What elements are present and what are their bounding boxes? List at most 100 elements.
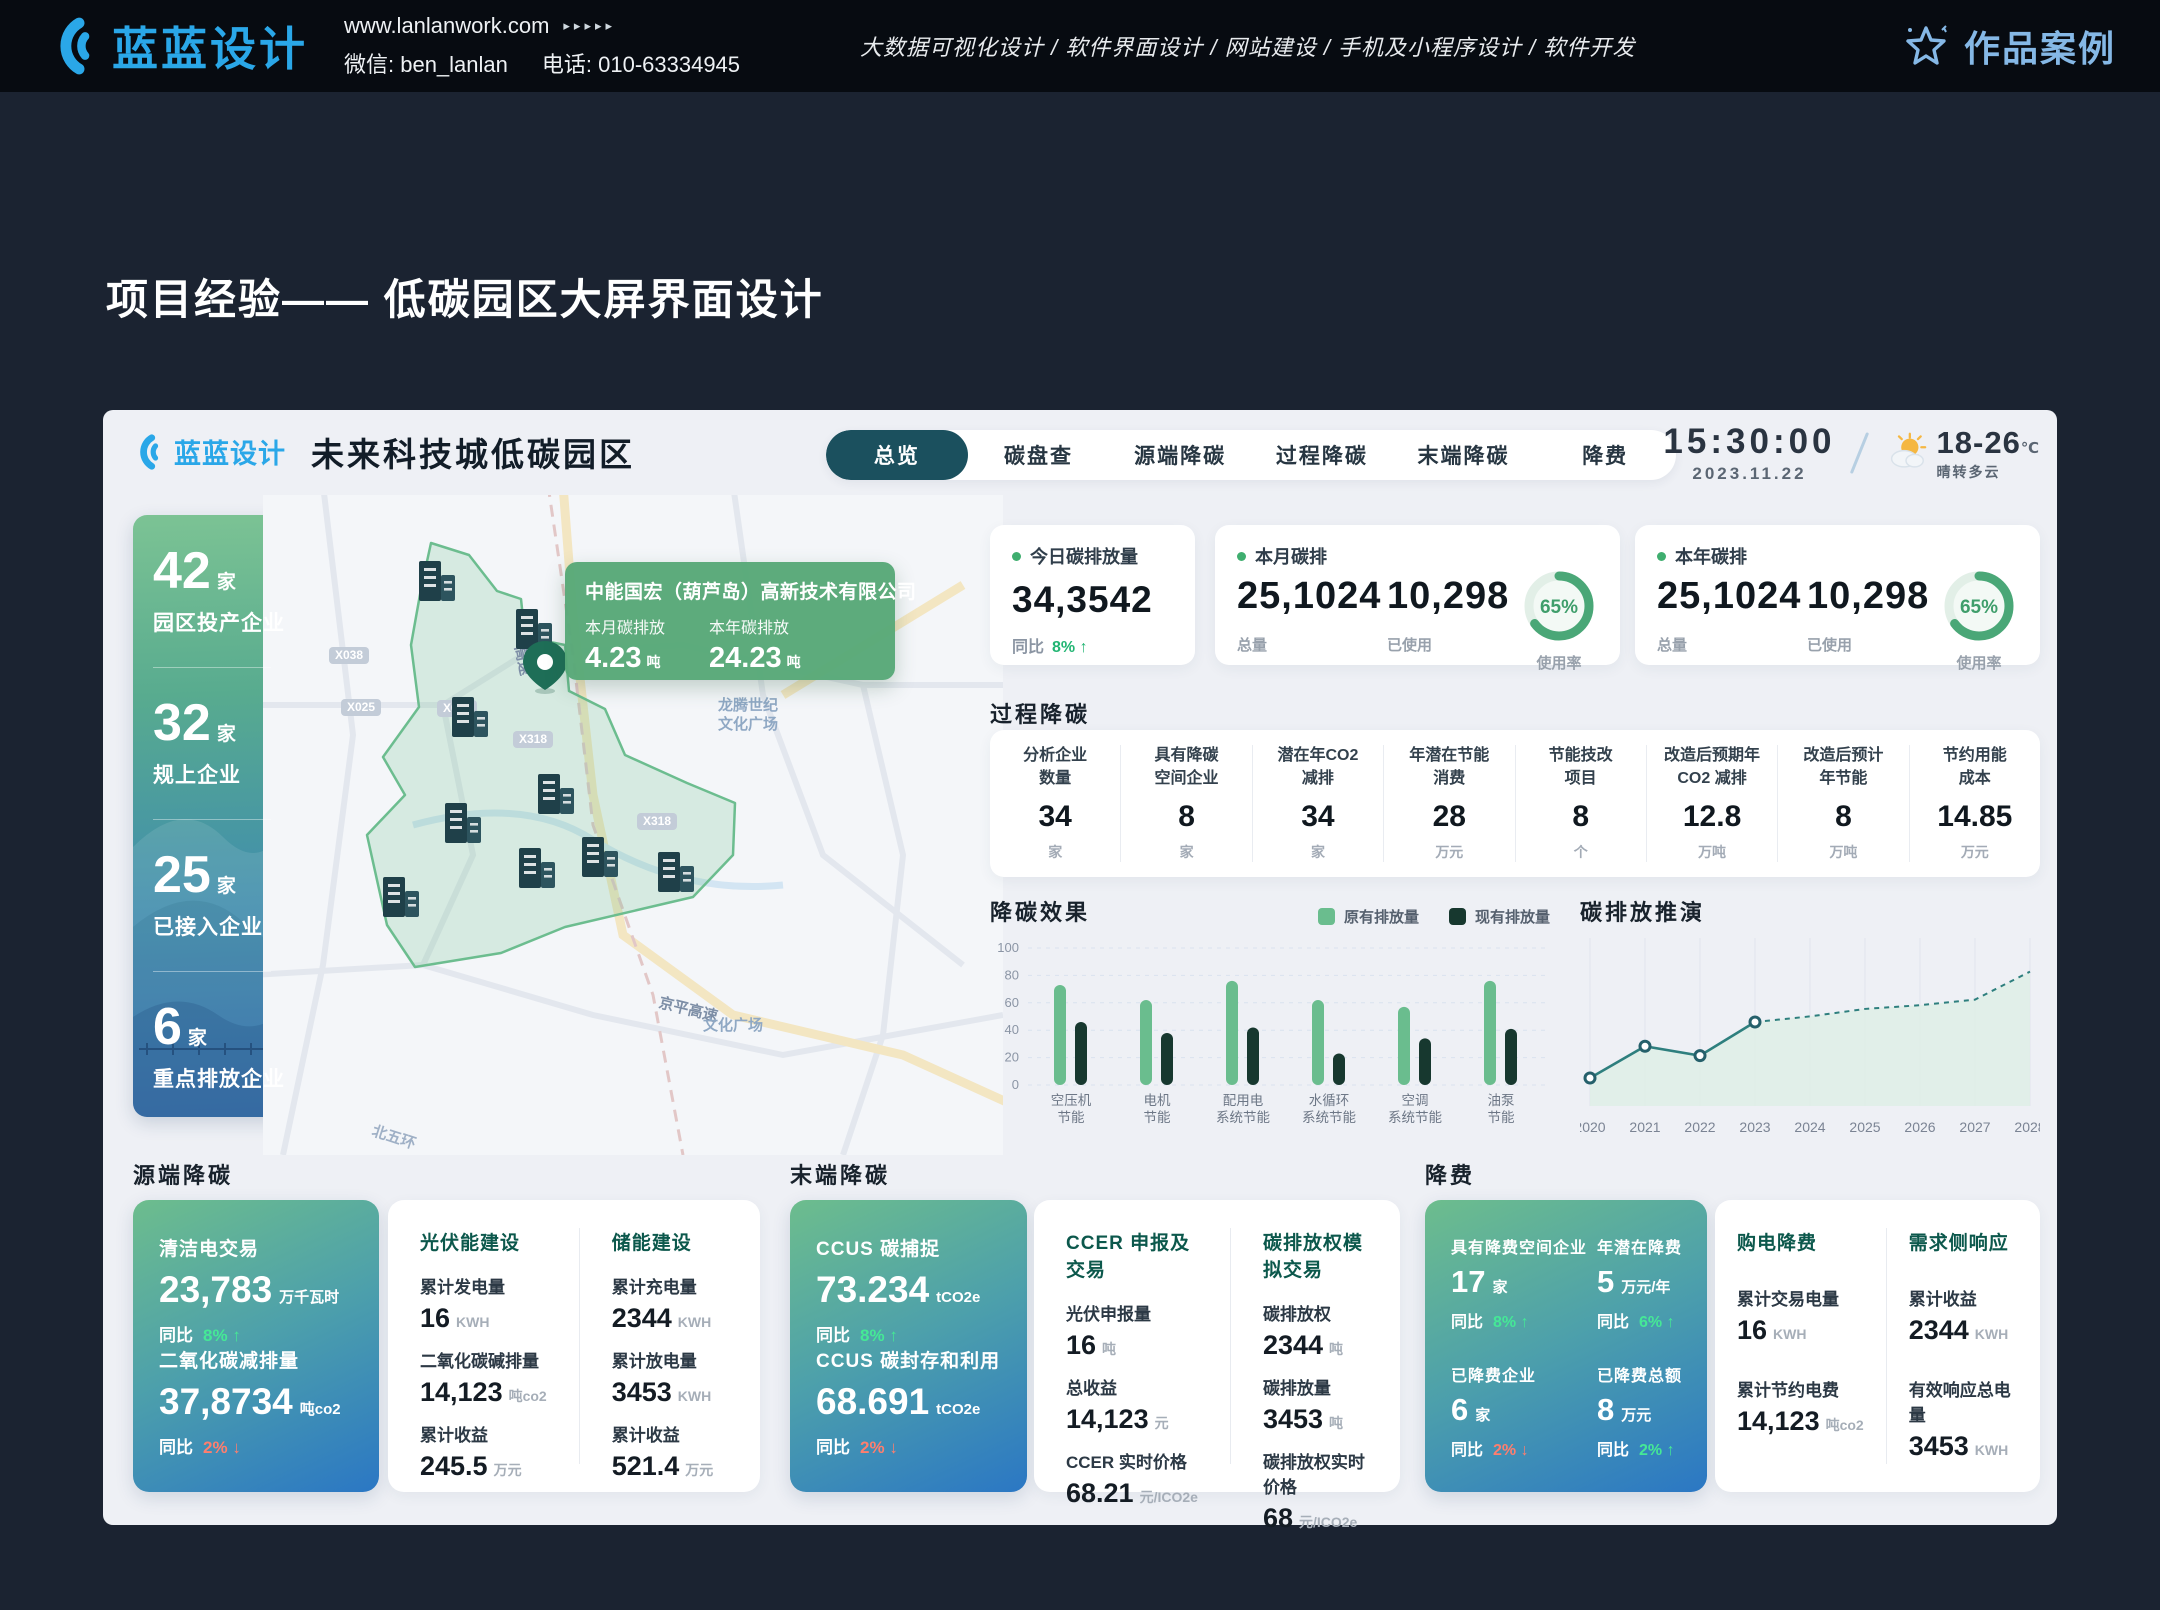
tab-process-reduction[interactable]: 过程降碳 — [1275, 445, 1368, 468]
site-services: 大数据可视化设计 / 软件界面设计 / 网站建设 / 手机及小程序设计 / 软件… — [860, 35, 1636, 60]
stat-large-enterprises: 32 家 规上企业 — [153, 694, 241, 787]
clock-date: 2023.11.22 — [1692, 464, 1807, 483]
svg-text:X318: X318 — [519, 732, 547, 746]
dashboard-panel: 蓝蓝设计 未来科技城低碳园区 总览 碳盘查 源端降碳 过程降碳 末端降碳 降费 … — [103, 410, 2057, 1533]
site-website[interactable]: www.lanlanwork.com — [344, 13, 550, 38]
svg-text:0: 0 — [1012, 1077, 1019, 1092]
up-arrow-icon: ↑ — [1520, 1314, 1529, 1331]
tab-terminal-reduction[interactable]: 末端降碳 — [1417, 445, 1510, 468]
map-railway — [546, 484, 685, 1156]
svg-text:节能: 节能 — [1058, 1110, 1085, 1125]
process-stat: 节能技改 项目 8 个 — [1516, 745, 1647, 862]
svg-text:65%: 65% — [1960, 597, 1998, 618]
terminal-detail-card: CCER 申报及交易 光伏申报量 16 吨 总收益 14,123 元 CCER 实时价格… — [1034, 1200, 1400, 1533]
svg-text:空压机: 空压机 — [1051, 1093, 1092, 1108]
detail-item: 累计收益 521.4 万元 — [611, 1426, 714, 1481]
divider — [153, 666, 271, 668]
process-stat: 节约用能 成本 14.85 万元 — [1937, 747, 2013, 860]
stat-annual-potential-fee: 年潜在降费 5 万元/年 同比 6% ↑ — [1597, 1240, 1683, 1331]
portfolio-label: 作品案例 — [1963, 28, 2116, 69]
dashboard-logo-text: 蓝蓝设计 — [174, 439, 286, 469]
up-arrow-icon: ↑ — [232, 1326, 241, 1345]
temperature-unit: ℃ — [2020, 439, 2039, 457]
portfolio-button[interactable]: 作品案例 — [1900, 20, 2116, 72]
detail-item: 累计发电量 16 KWH — [420, 1278, 505, 1333]
line-chart-title: 碳排放推演 — [1580, 900, 1706, 925]
detail-item: 累计收益 2344 KWH — [1908, 1290, 2009, 1345]
site-contact: www.lanlanwork.com ▸▸▸▸▸ 微信: ben_lanlan … — [344, 13, 740, 79]
legend-item-original: 原有排放量 — [1318, 906, 1419, 927]
column-demand-response: 需求侧响应 累计收益 2344 KWH 有效响应总电量 3453 KWH — [1885, 1228, 2040, 1464]
svg-text:60: 60 — [1005, 995, 1019, 1010]
tab-overview[interactable]: 总览 — [826, 430, 968, 480]
svg-text:100: 100 — [997, 940, 1019, 955]
clock-time: 15:30:00 — [1663, 422, 1836, 461]
detail-item: 碳排放权 2344 吨 — [1262, 1305, 1344, 1360]
terminal-gradient-card: CCUS 碳捕捉 73.234 tCO2e 同比 8% ↑ CCUS 碳封存和利用 … — [790, 1200, 1027, 1492]
kpi-card-year-emission: 本年碳排 25,1024 总量 10,298 已使用 65% 使用率 — [1635, 525, 2040, 672]
detail-item: 总收益 14,123 元 — [1066, 1379, 1169, 1434]
svg-text:文化广场: 文化广场 — [703, 1016, 763, 1034]
svg-text:文化广场: 文化广场 — [718, 715, 778, 733]
temperature: 18-26 — [1936, 424, 2021, 460]
dashboard-logo-icon — [140, 433, 159, 470]
stat-ccus-storage: CCUS 碳封存和利用 68.691 tCO2e 同比 2% ↓ — [816, 1351, 1001, 1457]
column-ccer: CCER 申报及交易 光伏申报量 16 吨 总收益 14,123 元 CCER 实时价格… — [1066, 1233, 1198, 1508]
detail-item: 累计交易电量 16 KWH — [1737, 1290, 1839, 1345]
stat-invested-enterprises: 42 家 园区投产企业 — [153, 542, 285, 635]
green-dot-icon — [1012, 551, 1021, 561]
weather-sun-cloud-icon — [1890, 432, 1926, 468]
tooltip-month-emission: 本月碳排放 4.23 吨 — [585, 620, 666, 674]
stat-co2-reduction: 二氧化碳减排量 37,8734 吨co2 同比 2% ↓ — [159, 1351, 341, 1457]
process-stats-card: 分析企业 数量 34 家 具有降碳 空间企业 8 家 潜在年CO2 减排 34 家 年潜在节能 消费… — [990, 730, 2040, 877]
site-phone: 电话: 010-63334945 — [541, 52, 741, 77]
process-stat: 潜在年CO2 减排 34 家 — [1253, 745, 1385, 862]
divider — [153, 970, 271, 972]
green-dot-icon — [1237, 551, 1246, 561]
page-title: 项目经验—— 低碳园区大屏界面设计 — [106, 276, 824, 324]
tab-carbon-check[interactable]: 碳盘查 — [1004, 445, 1073, 468]
svg-text:2023: 2023 — [1739, 1119, 1770, 1135]
svg-text:电机: 电机 — [1144, 1093, 1172, 1108]
weather-text: 晴转多云 — [1936, 463, 2001, 480]
stat-connected-enterprises: 25 家 已接入企业 — [153, 846, 263, 939]
kpi-card-month-emission: 本月碳排 25,1024 总量 10,298 已使用 65% 使用率 — [1215, 525, 1620, 672]
process-stat: 具有降碳 空间企业 8 家 — [1121, 745, 1253, 862]
down-arrow-icon: ↓ — [1520, 1442, 1529, 1459]
location-pin-icon[interactable] — [523, 641, 567, 694]
svg-text:80: 80 — [1005, 967, 1019, 982]
detail-item: 二氧化碳碱排量 14,123 吨co2 — [420, 1352, 547, 1407]
legend-item-current: 现有排放量 — [1449, 906, 1550, 927]
down-arrow-icon: ↓ — [889, 1438, 898, 1457]
section-terminal-title: 末端降碳 — [790, 1163, 891, 1188]
stat-ccus-capture: CCUS 碳捕捉 73.234 tCO2e 同比 8% ↑ — [816, 1239, 981, 1345]
site-logo: 蓝蓝设计 — [44, 13, 308, 79]
process-section-title: 过程降碳 — [990, 702, 1091, 727]
tab-source-reduction[interactable]: 源端降碳 — [1134, 445, 1227, 468]
section-fee-title: 降费 — [1425, 1163, 1476, 1188]
tab-fee-reduction[interactable]: 降费 — [1582, 445, 1629, 468]
kpi-yoy: 同比 8% ↑ — [1012, 639, 1088, 656]
legend-swatch — [1318, 908, 1335, 925]
svg-text:2024: 2024 — [1794, 1119, 1825, 1135]
svg-text:节能: 节能 — [1488, 1110, 1515, 1125]
svg-text:X318: X318 — [643, 814, 671, 828]
divider — [1849, 432, 1869, 474]
fee-gradient-card: 具有降费空间企业 17 家 同比 8% ↑ 年潜在降费 5 万元/年 同比 6% ↑ 已… — [1425, 1200, 1707, 1492]
stat-reduced-total: 已降费总额 8 万元 同比 2% ↑ — [1597, 1368, 1683, 1459]
down-arrow-icon: ↓ — [232, 1438, 241, 1457]
svg-text:20: 20 — [1005, 1050, 1019, 1065]
site-logo-icon — [60, 17, 90, 75]
nav-tabs: 总览 碳盘查 源端降碳 过程降碳 末端降碳 降费 — [826, 430, 1676, 480]
site-header: 蓝蓝设计 www.lanlanwork.com ▸▸▸▸▸ 微信: ben_la… — [0, 0, 2160, 92]
svg-text:2022: 2022 — [1684, 1119, 1715, 1135]
tooltip-company: 中能国宏（葫芦岛）高新技术有限公司 — [585, 582, 917, 603]
site-logo-text: 蓝蓝设计 — [112, 23, 308, 75]
column-photovoltaic: 光伏能建设 累计发电量 16 KWH 二氧化碳碱排量 14,123 吨co2 累计收益 2… — [420, 1233, 547, 1481]
detail-item: 碳排放权实时价格 68 元/ICO2e — [1262, 1453, 1365, 1533]
svg-text:2028: 2028 — [2014, 1119, 2040, 1135]
